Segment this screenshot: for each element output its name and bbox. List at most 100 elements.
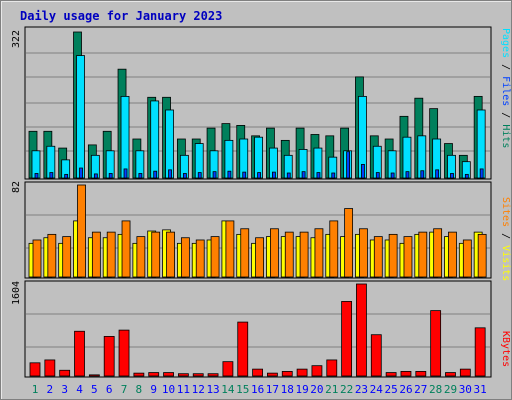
- pages-bar: [64, 173, 69, 179]
- sites-bar: [462, 239, 472, 278]
- kbytes-bar: [74, 330, 85, 377]
- sites-bar: [240, 228, 250, 278]
- sites-bar: [314, 228, 324, 278]
- legend-kbytes: KBytes: [500, 331, 511, 367]
- bars: [28, 31, 487, 377]
- pages-bar: [390, 172, 395, 179]
- pages-bar: [34, 173, 39, 179]
- kbytes-bar: [118, 329, 130, 377]
- day-label: 10: [162, 383, 175, 396]
- pages-bar: [301, 171, 306, 179]
- day-label: 25: [385, 383, 398, 396]
- pages-bar: [257, 172, 261, 179]
- sites-bar: [91, 231, 101, 278]
- day-label: 4: [76, 383, 83, 396]
- day-label: 20: [310, 383, 323, 396]
- kbytes-bar: [192, 373, 204, 377]
- day-label: 1: [32, 383, 39, 396]
- kbytes-panel: [24, 280, 492, 378]
- kbytes-bar: [267, 372, 278, 377]
- day-label: 2: [47, 383, 54, 396]
- legend-sep-1: /: [500, 58, 511, 76]
- pages-bar: [435, 169, 440, 179]
- kbytes-bar: [415, 371, 427, 377]
- pages-bar: [227, 170, 232, 179]
- day-label: 9: [150, 383, 157, 396]
- visits-panel-legend: Sites / Visits: [500, 197, 511, 281]
- kbytes-bar: [103, 336, 115, 377]
- kbytes-ymax-label: 1604: [11, 281, 22, 305]
- kbytes-bar: [59, 369, 71, 377]
- sites-bar: [270, 228, 279, 278]
- kbytes-bar: [222, 361, 234, 377]
- sites-bar: [77, 184, 86, 278]
- kbytes-bar: [133, 372, 145, 377]
- kbytes-bar: [29, 362, 41, 377]
- sites-bar: [299, 231, 309, 278]
- pages-bar: [420, 170, 425, 179]
- legend-sep-2: /: [500, 106, 511, 124]
- pages-bar: [197, 172, 202, 179]
- sites-bar: [448, 231, 457, 278]
- kbytes-bar: [88, 374, 100, 377]
- day-label: 24: [370, 383, 384, 396]
- pages-bar: [450, 173, 454, 179]
- sites-bar: [151, 231, 161, 278]
- day-label: 12: [192, 383, 205, 396]
- kbytes-bar: [385, 372, 397, 377]
- kbytes-bar: [44, 359, 56, 377]
- pages-bar: [49, 172, 54, 179]
- sites-bar: [136, 236, 146, 278]
- kbytes-bar: [474, 327, 486, 377]
- day-label: 6: [106, 383, 113, 396]
- legend-sites: Sites: [500, 197, 511, 227]
- pages-bar: [138, 173, 143, 179]
- day-label: 16: [251, 383, 264, 396]
- files-bar: [76, 55, 85, 179]
- kbytes-bar: [281, 371, 293, 377]
- day-label: 13: [206, 383, 219, 396]
- kbytes-bar: [370, 334, 382, 377]
- sites-bar: [373, 236, 383, 278]
- sites-bar: [329, 220, 339, 278]
- day-label: 8: [136, 383, 143, 396]
- pages-bar: [108, 173, 113, 179]
- pages-bar: [182, 173, 187, 179]
- kbytes-bar: [400, 371, 412, 377]
- day-label: 5: [91, 383, 98, 396]
- kbytes-bar: [459, 368, 471, 377]
- files-bar: [120, 95, 130, 179]
- day-label: 14: [221, 383, 235, 396]
- legend-hits: Hits: [500, 124, 511, 148]
- pages-bar: [93, 173, 98, 179]
- pages-bar: [272, 171, 276, 179]
- day-label: 23: [355, 383, 368, 396]
- day-label: 19: [295, 383, 308, 396]
- pages-bar: [123, 168, 128, 179]
- pages-bar: [375, 172, 380, 179]
- day-label: 11: [177, 383, 190, 396]
- pages-bar: [464, 173, 469, 179]
- pages-bar: [242, 171, 247, 179]
- legend-pages: Pages: [500, 28, 511, 58]
- sites-bar: [210, 236, 220, 278]
- kbytes-bar: [207, 373, 219, 377]
- sites-bar: [195, 239, 205, 278]
- kbytes-bar: [341, 301, 353, 377]
- sites-bar: [47, 233, 57, 278]
- pages-bar: [286, 172, 291, 179]
- pages-bar: [479, 168, 484, 179]
- kbytes-bar: [237, 321, 249, 377]
- sites-bar: [106, 231, 116, 278]
- sites-bar: [32, 239, 42, 278]
- pages-bar: [316, 172, 321, 179]
- sites-bar: [62, 236, 72, 278]
- pages-bar: [346, 151, 351, 179]
- day-label: 30: [459, 383, 472, 396]
- day-label: 28: [429, 383, 442, 396]
- kbytes-bar: [430, 310, 442, 377]
- chart-title: Daily usage for January 2023: [20, 9, 223, 23]
- legend-visits: Visits: [500, 245, 511, 281]
